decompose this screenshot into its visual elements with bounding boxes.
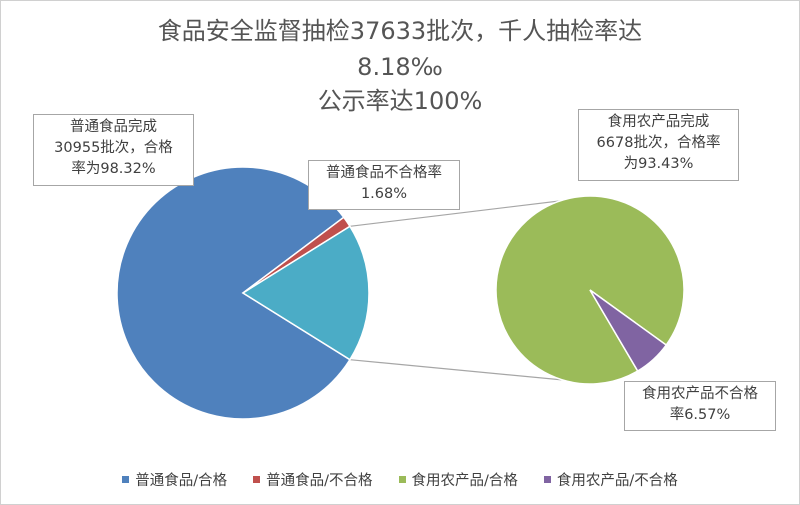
chart-title-line-1: 食品安全监督抽检37633批次，千人抽检率达 [157,17,643,45]
chart-title-line-2: 8.18‰ [357,53,443,81]
legend-swatch-general-pass [122,475,130,483]
callout-general-fail-line-1: 普通食品不合格率 [326,165,442,181]
callout-agri-pass-line-2: 6678批次，合格率 [596,135,721,151]
callout-general-pass-line-2: 30955批次，合格 [54,140,173,156]
legend-label-general-fail: 普通食品/不合格 [266,472,373,489]
callout-general-fail-line-2: 1.68% [360,186,408,202]
callout-agri-fail-line-2: 率6.57% [669,407,731,423]
chart-title-line-3: 公示率达100% [317,87,483,115]
chart-legend: 普通食品/合格 普通食品/不合格 食用农产品/合格 食用农产品/不合格 [0,468,800,490]
legend-swatch-agri-fail [543,475,551,483]
main-pie-slice-2 [241,225,370,361]
callout-general-fail: 普通食品不合格率 1.68% [308,160,460,210]
callout-agri-pass-line-1: 食用农产品完成 [607,114,710,130]
callout-general-pass-line-3: 率为98.32% [71,161,156,177]
callout-agri-fail-line-1: 食用农产品不合格 [642,386,758,402]
legend-item-agri-pass: 食用农产品/合格 [398,469,518,490]
legend-label-agri-pass: 食用农产品/合格 [411,472,518,489]
callout-agri-pass: 食用农产品完成 6678批次，合格率 为93.43% [578,109,739,181]
legend-item-general-fail: 普通食品/不合格 [253,469,373,490]
legend-label-agri-fail: 食用农产品/不合格 [556,472,678,489]
callout-general-pass: 普通食品完成 30955批次，合格 率为98.32% [33,114,194,186]
secondary-pie-slice-1 [589,289,668,373]
legend-item-agri-fail: 食用农产品/不合格 [543,469,678,490]
callout-agri-pass-line-3: 为93.43% [623,156,694,172]
legend-swatch-general-fail [253,475,261,483]
main-pie-slice-0 [116,166,351,420]
legend-label-general-pass: 普通食品/合格 [135,472,228,489]
connector-line-0 [349,197,585,227]
callout-agri-fail: 食用农产品不合格 率6.57% [624,381,776,431]
callout-general-pass-line-1: 普通食品完成 [70,119,157,135]
legend-swatch-agri-pass [398,475,406,483]
connector-line-1 [349,359,585,383]
legend-item-general-pass: 普通食品/合格 [122,469,227,490]
